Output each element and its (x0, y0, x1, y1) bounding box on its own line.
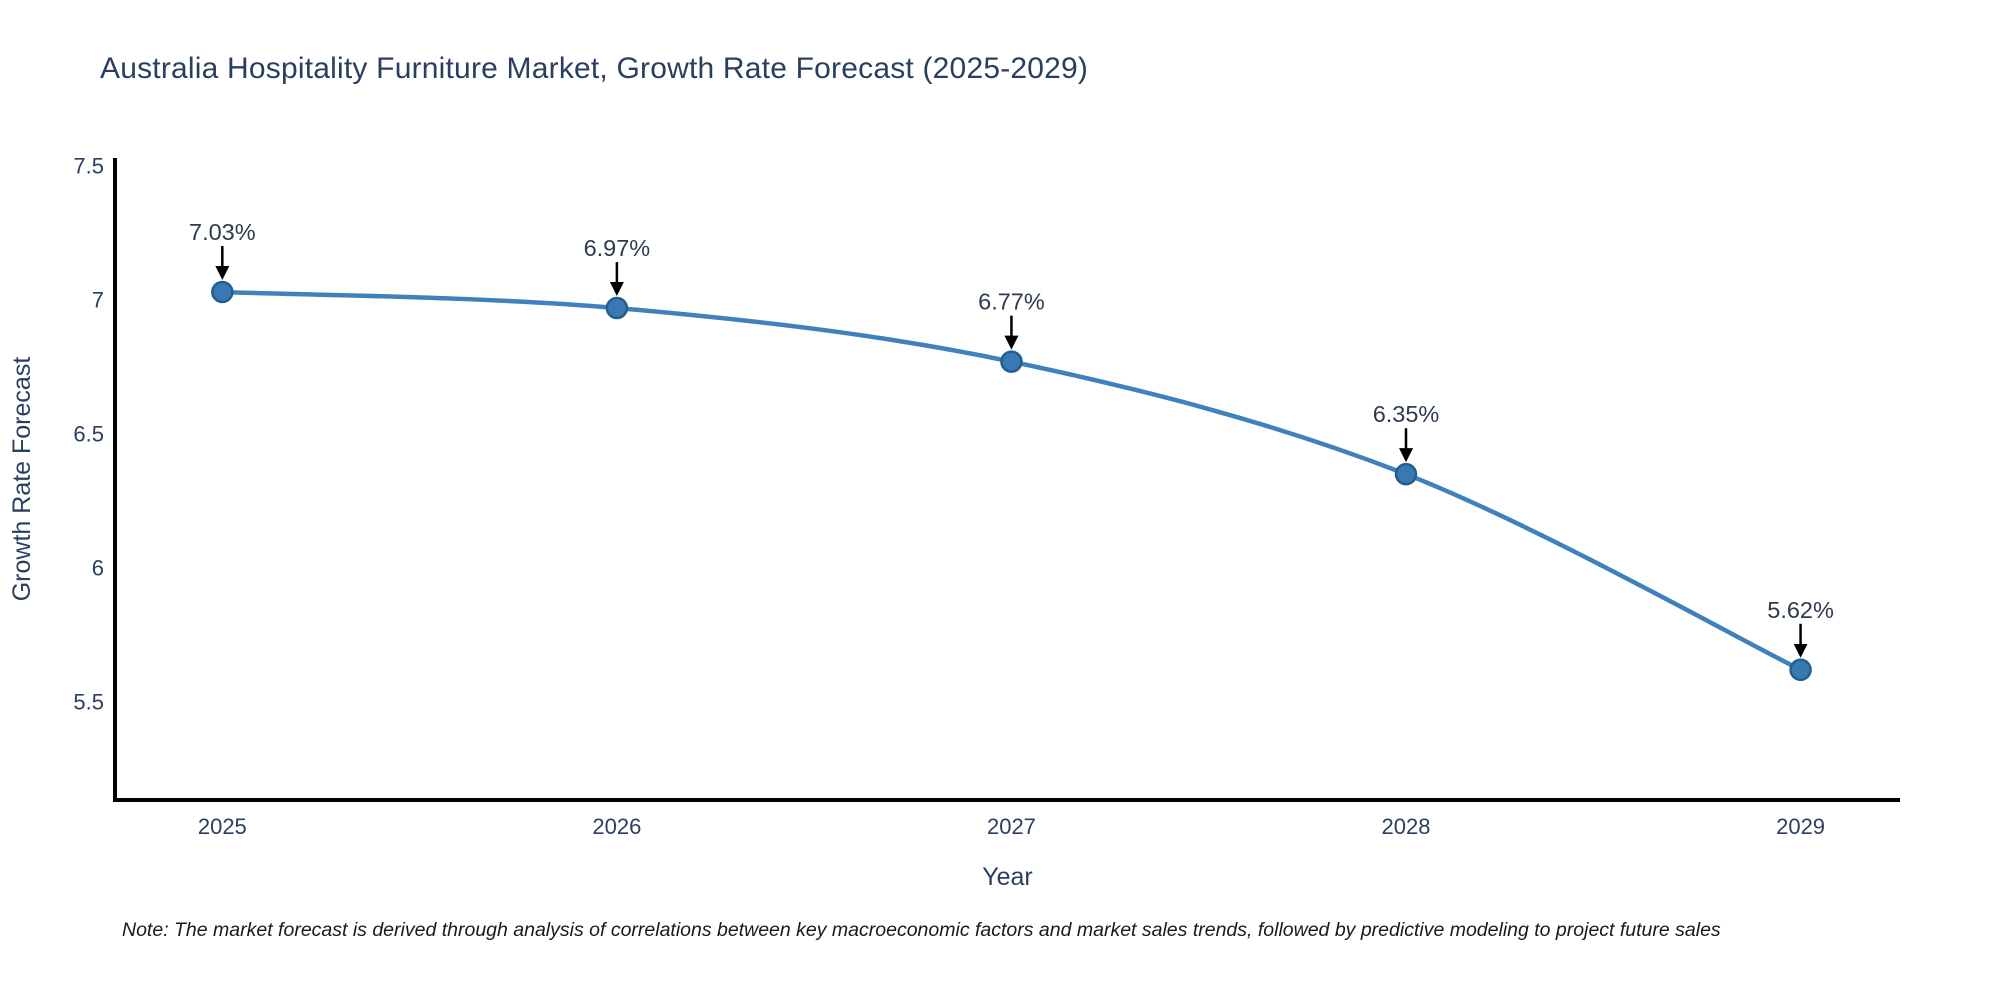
axes-lines (113, 158, 1900, 802)
x-tick-label: 2028 (1382, 814, 1431, 839)
annotation-label: 6.97% (584, 235, 651, 261)
y-tick-label: 6.5 (73, 421, 104, 446)
x-tick-label: 2025 (198, 814, 247, 839)
annotation-label: 6.77% (978, 289, 1045, 315)
y-tick-label: 5.5 (73, 689, 104, 714)
x-axis-title: Year (982, 863, 1033, 891)
trend-line (222, 289, 1802, 672)
annotation-label: 5.62% (1767, 597, 1834, 623)
data-point-marker (1000, 350, 1023, 373)
annotation-label: 6.35% (1373, 401, 1440, 427)
data-point-marker (605, 296, 629, 320)
x-tick-label: 2029 (1776, 814, 1825, 839)
y-tick-label: 6 (92, 555, 104, 580)
y-tick-label: 7.5 (73, 154, 104, 179)
data-point-marker (1789, 658, 1812, 682)
data-point-marker (211, 280, 234, 304)
x-tick-label: 2026 (592, 814, 641, 839)
chart-title: Australia Hospitality Furniture Market, … (100, 52, 1089, 85)
y-axis-title: Growth Rate Forecast (8, 357, 36, 602)
y-tick-label: 7 (92, 288, 104, 313)
annotation-label: 7.03% (189, 219, 256, 245)
data-point-marker (1394, 462, 1418, 486)
chart-footnote: Note: The market forecast is derived thr… (122, 919, 1721, 941)
x-tick-label: 2027 (987, 814, 1036, 839)
